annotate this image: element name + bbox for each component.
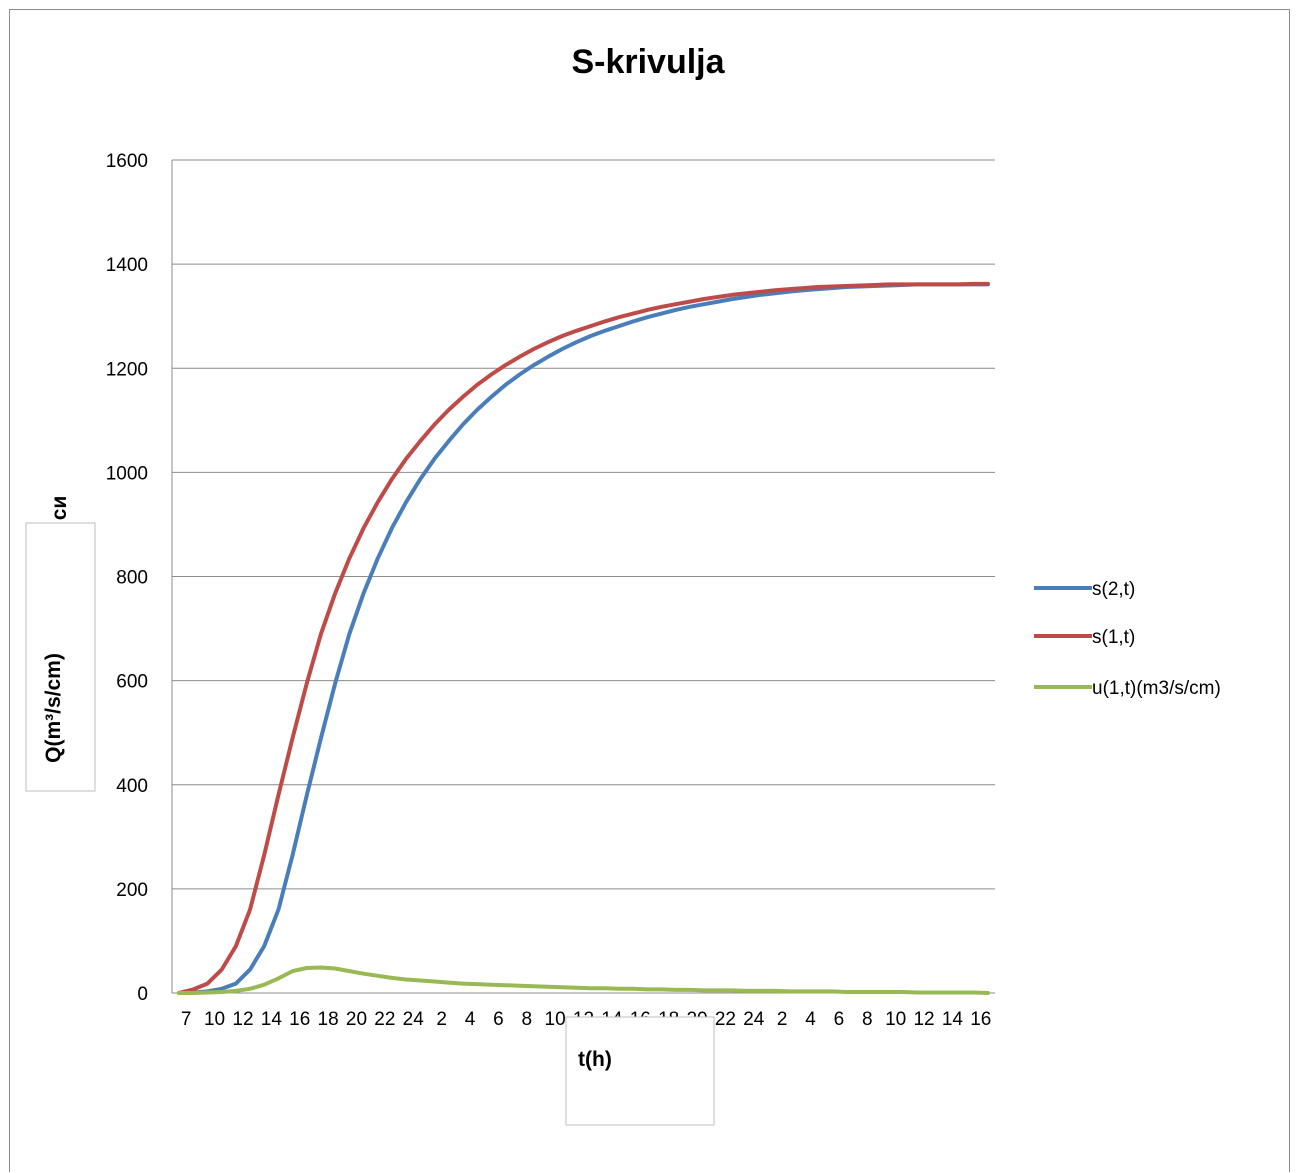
y-tick-labels: 0 200 400 600 800 1000 1200 1400 1600: [106, 151, 148, 1005]
y-tick-label: 800: [116, 568, 148, 589]
x-tick-label: 16: [289, 1009, 310, 1030]
y-axis-title-box: [25, 522, 96, 792]
y-axis-title: Q(m³/s/cm): [42, 653, 65, 763]
y-tick-label: 1000: [106, 463, 148, 484]
series-line-1: [177, 282, 990, 995]
x-tick-label: 16: [970, 1009, 991, 1030]
legend-label-3: u(1,t)(m3/s/cm): [1092, 678, 1221, 699]
y-tick-label: 0: [137, 984, 148, 1005]
x-tick-label: 14: [942, 1009, 964, 1030]
y-tick-label: 1600: [106, 151, 148, 172]
series-layer: [177, 281, 990, 995]
x-tick-label: 24: [743, 1009, 765, 1030]
y-axis-title-fragment: си: [48, 496, 71, 521]
series-line-3: [177, 965, 990, 995]
x-tick-label: 22: [374, 1009, 395, 1030]
x-axis-title-frame: [565, 1016, 715, 1126]
y-tick-label: 200: [116, 880, 148, 901]
series-line-2: [177, 281, 990, 995]
legend-label-1: s(2,t): [1092, 579, 1135, 600]
grid-layer: [171, 159, 995, 994]
x-tick-label: 6: [834, 1009, 845, 1030]
y-tick-label: 1200: [106, 359, 148, 380]
x-tick-label: 18: [318, 1009, 339, 1030]
x-tick-label: 22: [715, 1009, 736, 1030]
chart-title: S-krivulja: [571, 43, 725, 81]
x-tick-label: 7: [181, 1009, 192, 1030]
x-tick-label: 12: [232, 1009, 253, 1030]
chart-frame: [9, 9, 1290, 1172]
y-tick-label: 600: [116, 672, 148, 693]
x-tick-label: 6: [493, 1009, 504, 1030]
legend-label-2: s(1,t): [1092, 627, 1135, 648]
y-tick-label: 400: [116, 776, 148, 797]
x-tick-label: 2: [436, 1009, 447, 1030]
x-tick-label: 8: [862, 1009, 873, 1030]
legend: s(2,t) s(1,t) u(1,t)(m3/s/cm): [1034, 579, 1221, 699]
x-tick-label: 24: [403, 1009, 425, 1030]
x-tick-label: 10: [545, 1009, 566, 1030]
x-tick-label: 8: [521, 1009, 532, 1030]
x-tick-label: 20: [346, 1009, 367, 1030]
y-tick-label: 1400: [106, 255, 148, 276]
x-tick-label: 10: [885, 1009, 906, 1030]
x-tick-label: 4: [805, 1009, 816, 1030]
x-tick-label: 2: [777, 1009, 788, 1030]
x-tick-label: 14: [261, 1009, 283, 1030]
x-tick-label: 4: [465, 1009, 476, 1030]
x-tick-label: 10: [204, 1009, 225, 1030]
x-axis-title: t(h): [578, 1048, 612, 1071]
x-tick-label: 12: [913, 1009, 934, 1030]
